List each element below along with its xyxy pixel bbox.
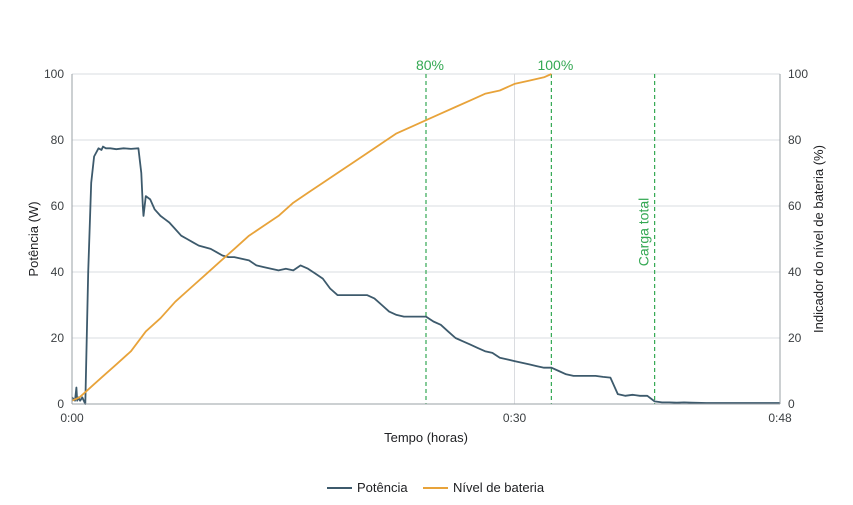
annotation-label-1: 100% [537, 57, 573, 73]
x-tick-label: 0:30 [503, 411, 527, 425]
y-right-tick-label: 60 [788, 199, 802, 213]
y-right-tick-label: 80 [788, 133, 802, 147]
y-right-tick-label: 0 [788, 397, 795, 411]
y-left-tick-label: 40 [51, 265, 65, 279]
annotation-label-0: 80% [416, 57, 444, 73]
x-axis-ticks: 0:00 0:30 0:48 [60, 411, 792, 425]
y-left-tick-label: 80 [51, 133, 65, 147]
axes [71, 74, 781, 405]
y-left-tick-label: 60 [51, 199, 65, 213]
legend-label-bateria: Nível de bateria [453, 480, 545, 495]
left-axis-ticks: 0 20 40 60 80 100 [44, 67, 64, 411]
annotation-label-2: Carga total [636, 198, 652, 266]
y-left-tick-label: 20 [51, 331, 65, 345]
annotation-lines [425, 74, 656, 404]
series-line-potencia [71, 145, 780, 405]
y-axis-right-title: Indicador do nível de bateria (%) [811, 145, 826, 333]
x-tick-label: 0:48 [768, 411, 792, 425]
legend-label-potencia: Potência [357, 480, 408, 495]
y-right-tick-label: 100 [788, 67, 808, 81]
series-layer [71, 73, 780, 405]
y-left-tick-label: 0 [57, 397, 64, 411]
legend: Potência Nível de bateria [327, 480, 545, 495]
x-tick-label: 0:00 [60, 411, 84, 425]
annotation-labels: 80% 100% Carga total [416, 57, 652, 266]
y-left-tick-label: 100 [44, 67, 64, 81]
x-axis-title: Tempo (horas) [384, 430, 468, 445]
y-axis-left-title: Potência (W) [26, 201, 41, 276]
right-axis-ticks: 0 20 40 60 80 100 [788, 67, 808, 411]
y-right-tick-label: 20 [788, 331, 802, 345]
y-right-tick-label: 40 [788, 265, 802, 279]
series-line-bateria [71, 73, 552, 402]
